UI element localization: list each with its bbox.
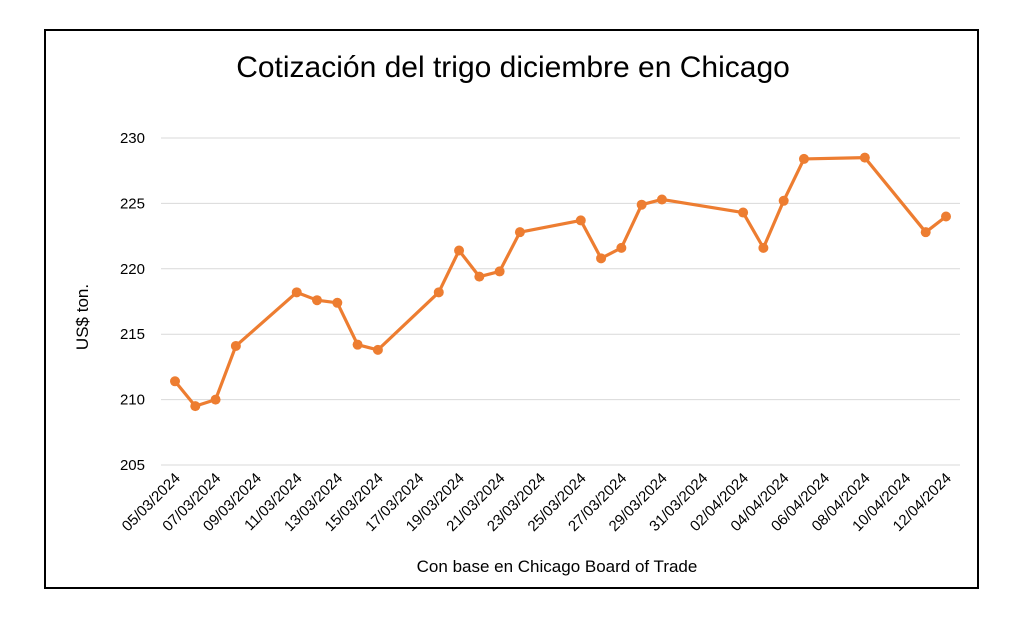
data-point xyxy=(170,376,180,387)
data-point xyxy=(798,153,809,164)
data-point xyxy=(210,394,221,405)
series-line xyxy=(173,156,947,408)
data-point xyxy=(758,242,769,253)
data-point xyxy=(596,253,607,264)
data-point xyxy=(474,271,485,282)
y-tick-label: 205 xyxy=(120,457,145,474)
data-point xyxy=(433,287,444,298)
data-point xyxy=(332,297,343,308)
data-point xyxy=(494,266,505,277)
data-point xyxy=(312,295,323,306)
data-point xyxy=(941,211,951,222)
data-point xyxy=(352,339,363,350)
y-tick-label: 220 xyxy=(120,261,145,278)
y-tick-label: 225 xyxy=(120,195,145,212)
data-point xyxy=(859,152,870,163)
data-point xyxy=(230,340,241,351)
series-layer xyxy=(170,152,951,412)
chart-frame: Cotización del trigo diciembre en Chicag… xyxy=(44,29,979,589)
x-axis-label: Con base en Chicago Board of Trade xyxy=(417,557,698,576)
data-point xyxy=(575,215,586,226)
y-tick-label: 210 xyxy=(120,392,145,409)
data-point xyxy=(636,199,647,210)
gridlines xyxy=(161,137,960,401)
data-point xyxy=(778,195,789,206)
y-tick-label: 230 xyxy=(120,130,145,147)
data-point xyxy=(920,227,931,238)
y-axis-ticks: 205 210 215 220 225 230 xyxy=(120,130,145,474)
data-point xyxy=(656,194,667,205)
data-point xyxy=(454,245,465,256)
data-point xyxy=(514,227,525,238)
chart-title: Cotización del trigo diciembre en Chicag… xyxy=(236,51,790,84)
data-point xyxy=(291,287,302,298)
data-point xyxy=(738,207,749,218)
y-tick-label: 215 xyxy=(120,326,145,343)
x-axis-ticks: 05/03/202407/03/202409/03/202411/03/2024… xyxy=(119,470,955,535)
line-chart: Cotización del trigo diciembre en Chicag… xyxy=(73,51,960,576)
data-point xyxy=(190,401,201,412)
data-point xyxy=(372,344,383,355)
data-point xyxy=(616,242,627,253)
y-axis-label: US$ ton. xyxy=(73,284,92,350)
